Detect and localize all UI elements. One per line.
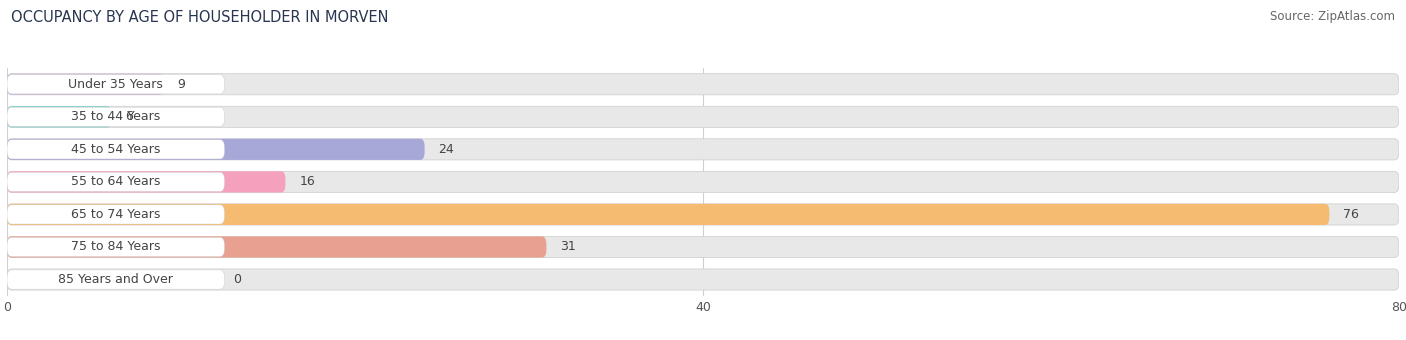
- Text: OCCUPANCY BY AGE OF HOUSEHOLDER IN MORVEN: OCCUPANCY BY AGE OF HOUSEHOLDER IN MORVE…: [11, 10, 388, 25]
- FancyBboxPatch shape: [7, 106, 1399, 128]
- Text: Under 35 Years: Under 35 Years: [69, 78, 163, 91]
- FancyBboxPatch shape: [7, 171, 285, 192]
- Text: 55 to 64 Years: 55 to 64 Years: [72, 175, 160, 188]
- Text: 35 to 44 Years: 35 to 44 Years: [72, 110, 160, 123]
- FancyBboxPatch shape: [7, 237, 225, 257]
- FancyBboxPatch shape: [7, 140, 225, 159]
- FancyBboxPatch shape: [7, 74, 1399, 95]
- Text: 65 to 74 Years: 65 to 74 Years: [72, 208, 160, 221]
- Text: Source: ZipAtlas.com: Source: ZipAtlas.com: [1270, 10, 1395, 23]
- Text: 0: 0: [233, 273, 242, 286]
- Text: 75 to 84 Years: 75 to 84 Years: [72, 240, 160, 254]
- Text: 6: 6: [125, 110, 134, 123]
- FancyBboxPatch shape: [7, 204, 1399, 225]
- Text: 9: 9: [177, 78, 186, 91]
- Text: 31: 31: [561, 240, 576, 254]
- Text: 85 Years and Over: 85 Years and Over: [58, 273, 173, 286]
- FancyBboxPatch shape: [7, 270, 225, 289]
- Text: 45 to 54 Years: 45 to 54 Years: [72, 143, 160, 156]
- FancyBboxPatch shape: [7, 74, 163, 95]
- FancyBboxPatch shape: [7, 139, 425, 160]
- FancyBboxPatch shape: [7, 172, 225, 191]
- FancyBboxPatch shape: [7, 106, 111, 128]
- FancyBboxPatch shape: [7, 205, 225, 224]
- Text: 24: 24: [439, 143, 454, 156]
- Text: 16: 16: [299, 175, 315, 188]
- FancyBboxPatch shape: [7, 171, 1399, 192]
- FancyBboxPatch shape: [7, 75, 225, 94]
- FancyBboxPatch shape: [7, 236, 547, 258]
- FancyBboxPatch shape: [7, 204, 1330, 225]
- Text: 76: 76: [1343, 208, 1360, 221]
- FancyBboxPatch shape: [7, 139, 1399, 160]
- FancyBboxPatch shape: [7, 107, 225, 126]
- FancyBboxPatch shape: [7, 236, 1399, 258]
- FancyBboxPatch shape: [7, 269, 1399, 290]
